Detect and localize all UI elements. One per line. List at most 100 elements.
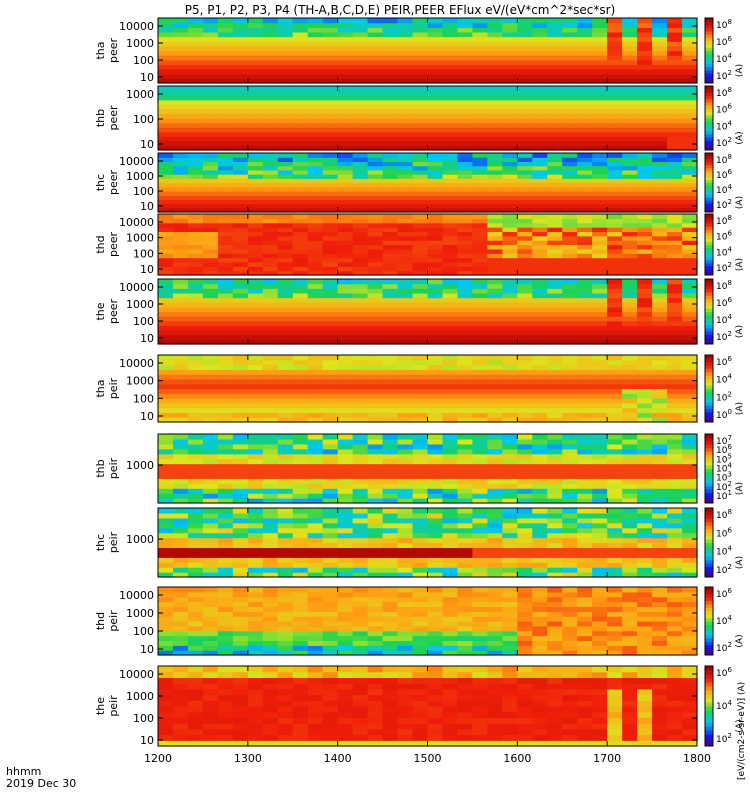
heatmap-cell (368, 360, 384, 365)
heatmap-cell (428, 538, 444, 544)
heatmap-cell (218, 330, 234, 335)
heatmap-cell (502, 606, 518, 611)
heatmap-cell (442, 488, 458, 494)
heatmap-cell (472, 513, 488, 519)
colorbar-segment (705, 197, 713, 200)
colorbar-segment (705, 543, 713, 547)
heatmap-cell (457, 298, 473, 303)
heatmap-cell (278, 174, 294, 179)
heatmap-cell (502, 204, 518, 209)
heatmap-cell (218, 113, 234, 118)
heatmap-cell (667, 109, 683, 114)
heatmap-cell (203, 231, 219, 236)
heatmap-cell (278, 621, 294, 626)
heatmap-cell (248, 597, 264, 602)
heatmap-cell (457, 218, 473, 223)
heatmap-cell (323, 69, 339, 74)
heatmap-cell (487, 567, 503, 573)
heatmap-cell (622, 141, 638, 146)
heatmap-cell (218, 523, 234, 529)
heatmap-cell (368, 369, 384, 374)
heatmap-cell (637, 611, 653, 616)
heatmap-cell (383, 100, 399, 105)
heatmap-cell (622, 187, 638, 192)
heatmap-cell (472, 298, 488, 303)
heatmap-cell (517, 174, 533, 179)
heatmap-cell (323, 55, 339, 60)
heatmap-cell (158, 104, 174, 109)
heatmap-cell (622, 631, 638, 636)
heatmap-cell (308, 567, 324, 573)
heatmap-cell (487, 95, 503, 100)
heatmap-cell (188, 330, 204, 335)
heatmap-cell (667, 483, 683, 489)
heatmap-cell (323, 408, 339, 413)
heatmap-cell (308, 253, 324, 258)
colorbar-segment (705, 522, 713, 526)
heatmap-cell (562, 307, 578, 312)
heatmap-cell (398, 403, 414, 408)
heatmap-cell (293, 69, 309, 74)
heatmap-cell (353, 60, 369, 65)
heatmap-cell (323, 384, 339, 389)
heatmap-cell (622, 161, 638, 166)
heatmap-cell (577, 132, 593, 137)
heatmap-cell (607, 245, 623, 250)
heatmap-cell (233, 355, 249, 360)
heatmap-cell (517, 104, 533, 109)
heatmap-cell (218, 136, 234, 141)
heatmap-cell (667, 508, 683, 514)
heatmap-cell (383, 91, 399, 96)
heatmap-cell (173, 127, 189, 132)
heatmap-cell (562, 493, 578, 499)
heatmap-cell (308, 32, 324, 37)
heatmap-cell (502, 360, 518, 365)
heatmap-cell (398, 157, 414, 162)
heatmap-cell (173, 298, 189, 303)
heatmap-cell (308, 360, 324, 365)
heatmap-cell (158, 677, 174, 683)
heatmap-cell (413, 508, 429, 514)
heatmap-cell (188, 587, 204, 592)
heatmap-cell (278, 86, 294, 91)
heatmap-cell (203, 118, 219, 123)
heatmap-cell (652, 473, 668, 479)
heatmap-cell (457, 245, 473, 250)
colorbar-segment (705, 318, 713, 322)
heatmap-cell (233, 645, 249, 650)
heatmap-cell (577, 27, 593, 32)
heatmap-cell (353, 288, 369, 293)
heatmap-cell (188, 136, 204, 141)
heatmap-cell (203, 478, 219, 484)
heatmap-cell (547, 214, 563, 219)
heatmap-cell (263, 178, 279, 183)
heatmap-cell (472, 631, 488, 636)
heatmap-cell (383, 170, 399, 175)
heatmap-cell (442, 611, 458, 616)
heatmap-cell (457, 86, 473, 91)
heatmap-cell (293, 434, 309, 440)
heatmap-cell (682, 478, 698, 484)
heatmap-cell (383, 60, 399, 65)
heatmap-cell (442, 86, 458, 91)
heatmap-cell (457, 127, 473, 132)
heatmap-cell (308, 552, 324, 558)
heatmap-cell (278, 18, 294, 23)
heatmap-cell (547, 330, 563, 335)
heatmap-cell (472, 195, 488, 200)
heatmap-cell (667, 567, 683, 573)
heatmap-cell (203, 449, 219, 455)
heatmap-cell (248, 249, 264, 254)
heatmap-cell (263, 279, 279, 284)
heatmap-cell (487, 113, 503, 118)
heatmap-cell (592, 547, 608, 553)
heatmap-cell (218, 141, 234, 146)
heatmap-cell (637, 645, 653, 650)
heatmap-cell (338, 523, 354, 529)
heatmap-cell (607, 616, 623, 621)
heatmap-cell (278, 369, 294, 374)
heatmap-cell (667, 538, 683, 544)
heatmap-cell (338, 640, 354, 645)
heatmap-cell (667, 335, 683, 340)
heatmap-cell (398, 626, 414, 631)
